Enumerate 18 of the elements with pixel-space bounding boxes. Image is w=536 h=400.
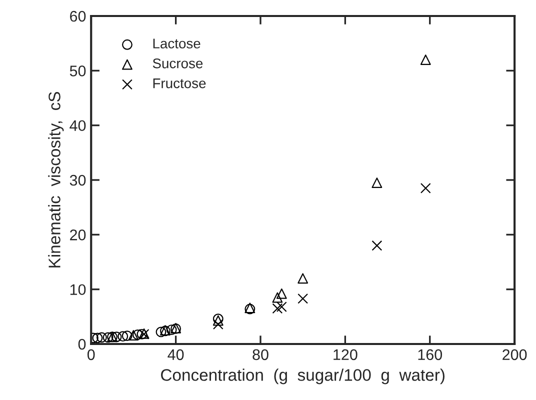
x-tick-label: 80: [252, 349, 268, 360]
x-tick-label: 160: [418, 349, 442, 360]
x-tick-label: 40: [168, 349, 184, 360]
x-tick-label: 0: [87, 349, 95, 360]
y-tick-label: 40: [70, 120, 86, 132]
legend-label: Fructose: [153, 78, 206, 88]
y-tick-label: 0: [78, 338, 86, 350]
y-tick-label: 30: [70, 174, 86, 186]
y-tick-label: 10: [70, 284, 86, 296]
y-axis-title: Kinematic viscosity, cS: [48, 92, 64, 268]
legend-label: Sucrose: [152, 58, 203, 68]
x-tick-label: 200: [502, 349, 527, 360]
y-tick-label: 20: [70, 230, 86, 240]
x-tick-label: 120: [334, 349, 358, 360]
legend-label: Lactose: [153, 38, 200, 48]
y-tick-label: 50: [70, 66, 86, 76]
x-axis-title: Concentration (g sugar/100 g water): [161, 368, 444, 384]
y-tick-label: 60: [70, 10, 86, 22]
